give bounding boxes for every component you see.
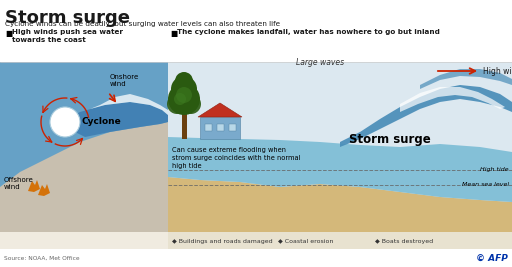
- Circle shape: [171, 76, 197, 102]
- Text: ■: ■: [170, 29, 177, 38]
- Bar: [168, 232, 512, 249]
- Circle shape: [175, 72, 193, 90]
- Text: ◆ Coastal erosion: ◆ Coastal erosion: [278, 238, 333, 244]
- Polygon shape: [0, 62, 168, 187]
- Polygon shape: [420, 69, 512, 89]
- Text: © AFP: © AFP: [476, 253, 508, 262]
- Bar: [0, 0, 512, 62]
- Circle shape: [50, 107, 80, 137]
- Circle shape: [168, 83, 200, 115]
- Text: ■: ■: [5, 29, 12, 38]
- Circle shape: [176, 87, 192, 103]
- Circle shape: [174, 93, 186, 105]
- Polygon shape: [90, 94, 168, 115]
- Circle shape: [181, 94, 201, 114]
- Bar: [0, 249, 512, 267]
- Text: Cyclone: Cyclone: [82, 117, 122, 127]
- Text: Onshore
wind: Onshore wind: [110, 74, 139, 87]
- Text: Large waves: Large waves: [296, 58, 344, 67]
- Polygon shape: [168, 177, 512, 232]
- Bar: [217, 124, 224, 131]
- Text: Can cause extreme flooding when
strom surge coincides with the normal
high tide: Can cause extreme flooding when strom su…: [172, 147, 301, 169]
- Polygon shape: [60, 102, 168, 137]
- Text: Storm surge: Storm surge: [349, 132, 431, 146]
- Text: Mean sea level: Mean sea level: [462, 183, 509, 187]
- Text: Source: NOAA, Met Office: Source: NOAA, Met Office: [4, 256, 80, 261]
- Bar: [200, 117, 240, 139]
- Polygon shape: [168, 137, 512, 202]
- Text: Cyclone winds can be deadly, but surging water levels can also threaten life: Cyclone winds can be deadly, but surging…: [5, 21, 280, 27]
- Bar: [229, 124, 236, 131]
- Polygon shape: [400, 87, 505, 112]
- Text: High winds push sea water
towards the coast: High winds push sea water towards the co…: [12, 29, 123, 42]
- Polygon shape: [38, 184, 50, 196]
- Text: ◆ Boats destroyed: ◆ Boats destroyed: [375, 238, 433, 244]
- Bar: [182, 112, 187, 139]
- Bar: [0, 62, 168, 232]
- Polygon shape: [28, 180, 40, 192]
- Polygon shape: [340, 85, 512, 147]
- Text: High winds: High winds: [483, 66, 512, 76]
- Text: Offshore
wind: Offshore wind: [4, 177, 34, 190]
- Bar: [168, 62, 512, 232]
- Polygon shape: [198, 103, 242, 117]
- Text: The cyclone makes landfall, water has nowhere to go but inland: The cyclone makes landfall, water has no…: [177, 29, 440, 35]
- Circle shape: [167, 94, 187, 114]
- Text: High tide: High tide: [480, 167, 509, 172]
- Bar: [205, 124, 212, 131]
- Text: Storm surge: Storm surge: [5, 9, 130, 27]
- Text: ◆ Buildings and roads damaged: ◆ Buildings and roads damaged: [172, 238, 272, 244]
